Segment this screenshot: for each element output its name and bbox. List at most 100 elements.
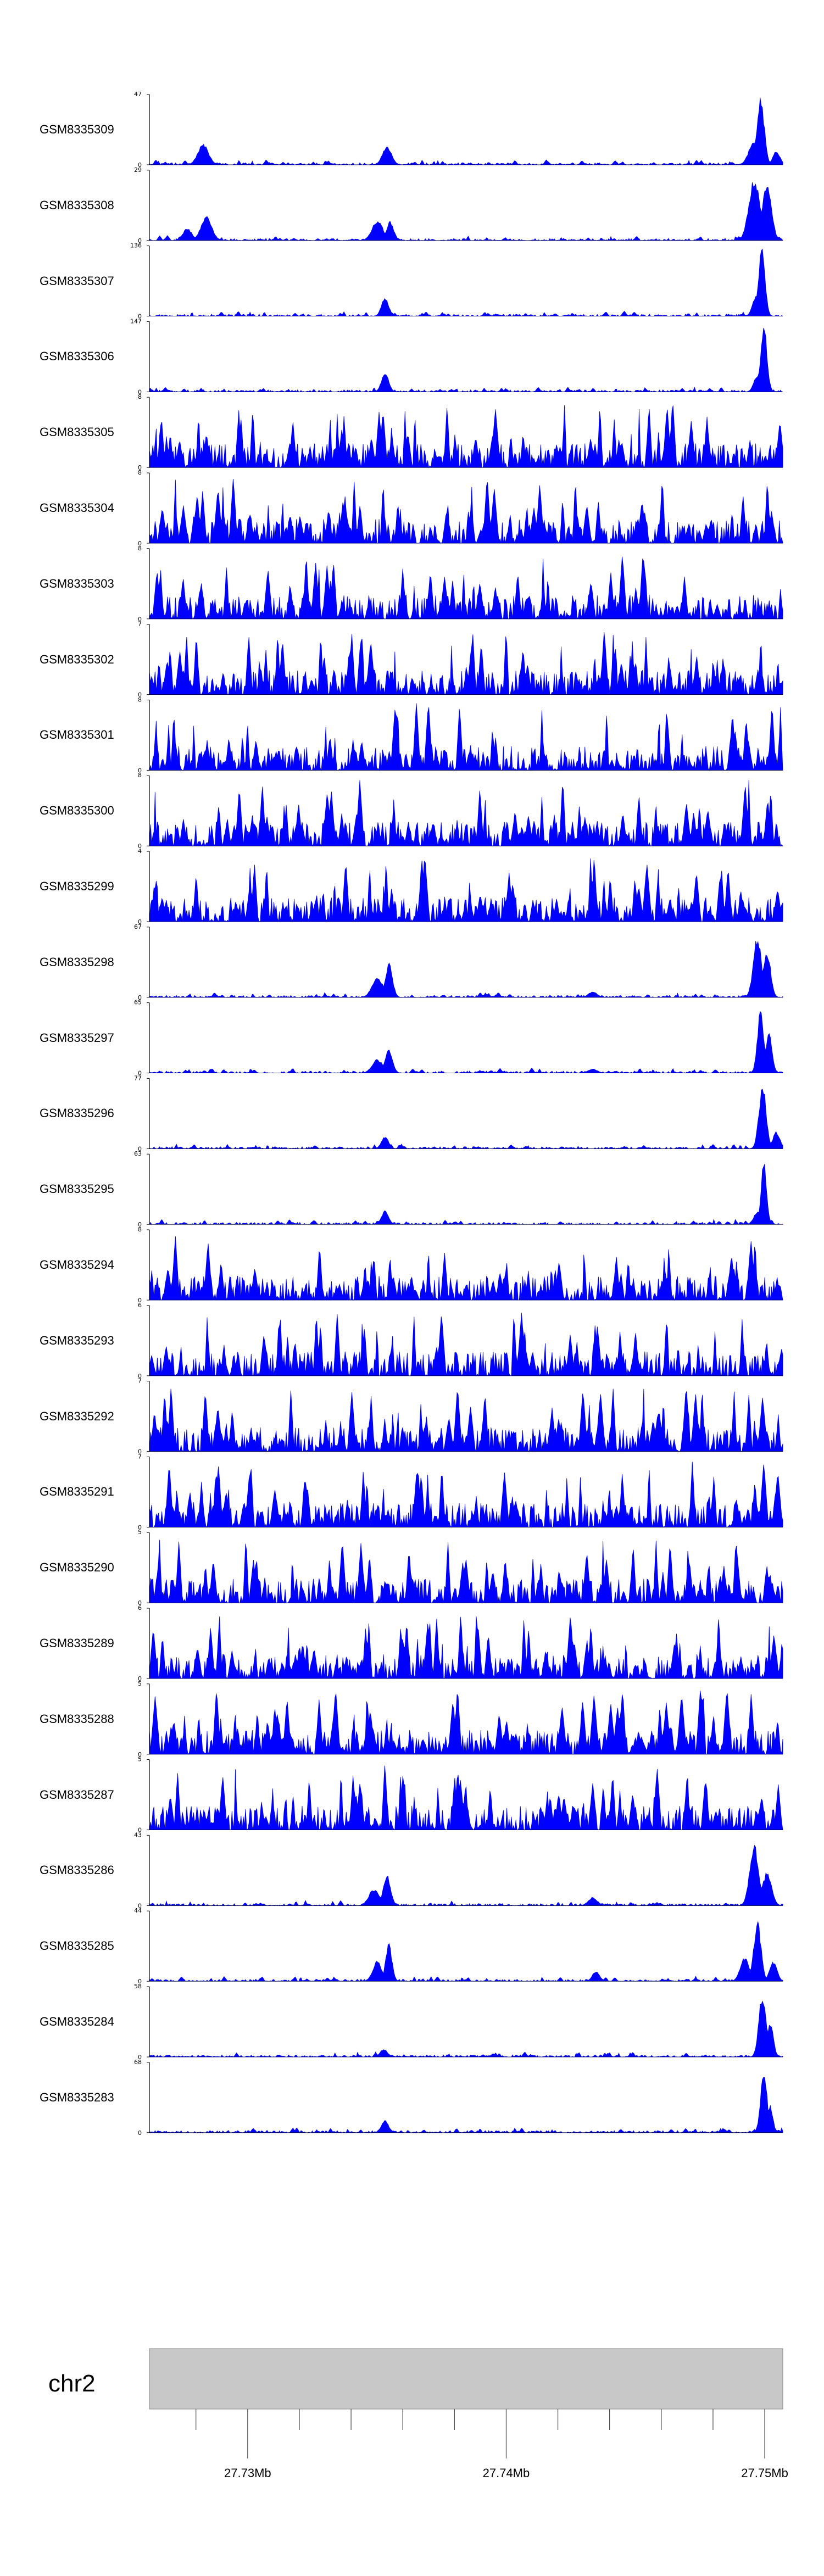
signal-area (149, 1616, 783, 1680)
track-GSM8335289: 60 (138, 1604, 783, 1682)
y-max-label: 43 (134, 1831, 142, 1838)
track-label: GSM8335294 (40, 1258, 114, 1272)
signal-area (149, 1089, 783, 1150)
y-min-label: 0 (138, 1902, 142, 1909)
signal-area (149, 1765, 783, 1831)
signal-area (149, 182, 783, 241)
track-GSM8335291: 70 (138, 1453, 783, 1531)
track-label: GSM8335289 (40, 1636, 114, 1650)
track-GSM8335285: 44 0 (134, 1907, 783, 1985)
y-min-label: 0 (138, 1599, 142, 1607)
track-GSM8335283: 68 0 (134, 2059, 783, 2137)
signal-area (149, 1921, 783, 1982)
signal-area (149, 703, 783, 771)
y-max-label: 7 (138, 1378, 142, 1385)
y-min-label: 0 (138, 1448, 142, 1456)
y-min-label: 0 (138, 843, 142, 850)
axis-tick-label: 27.74Mb (482, 2466, 530, 2480)
y-min-label: 0 (138, 540, 142, 547)
signal-area (149, 556, 783, 620)
y-max-label: 4 (138, 847, 142, 855)
track-label: GSM8335283 (40, 2090, 114, 2104)
track-label: GSM8335286 (40, 1863, 114, 1877)
y-min-label: 0 (138, 237, 142, 244)
y-min-label: 0 (138, 1751, 142, 1758)
signal-area (149, 1313, 783, 1377)
y-max-label: 65 (134, 999, 142, 1006)
y-max-label: 44 (134, 1907, 142, 1914)
signal-area (149, 478, 783, 544)
y-min-label: 0 (138, 2129, 142, 2137)
track-GSM8335309: 47 0 (134, 91, 783, 169)
signal-area (149, 1540, 783, 1604)
signal-area (149, 780, 783, 847)
track-label: GSM8335285 (40, 1939, 114, 1953)
y-min-label: 0 (138, 388, 142, 395)
y-max-label: 58 (134, 1983, 142, 1990)
y-min-label: 0 (138, 1978, 142, 1985)
genomic-axis (196, 2409, 765, 2458)
y-max-label: 8 (138, 696, 142, 703)
y-min-label: 0 (138, 1675, 142, 1682)
y-max-label: 29 (134, 166, 142, 174)
track-GSM8335302: 70 (138, 621, 783, 699)
track-GSM8335294: 80 (138, 1226, 783, 1304)
y-max-label: 68 (134, 2059, 142, 2066)
signal-area (149, 1164, 783, 1225)
y-max-label: 7 (138, 1453, 142, 1460)
y-min-label: 0 (138, 616, 142, 623)
y-max-label: 8 (138, 545, 142, 552)
track-label: GSM8335293 (40, 1333, 114, 1347)
signal-area (149, 1844, 783, 1906)
y-max-label: 47 (134, 91, 142, 98)
track-label: GSM8335308 (40, 198, 114, 212)
signal-area (149, 1011, 783, 1074)
track-label: GSM8335307 (40, 274, 114, 288)
y-max-label: 77 (134, 1074, 142, 1081)
track-GSM8335293: 60 (138, 1302, 783, 1380)
track-GSM8335296: 77 0 (134, 1074, 783, 1152)
track-label: GSM8335298 (40, 955, 114, 969)
track-GSM8335303: 80 (138, 545, 783, 623)
track-GSM8335305: 80 (138, 393, 783, 471)
track-label: GSM8335303 (40, 576, 114, 590)
y-max-label: 5 (138, 1529, 142, 1536)
track-GSM8335308: 29 0 (134, 166, 783, 244)
axis-tick-label: 27.75Mb (741, 2466, 788, 2480)
y-max-label: 6 (138, 1604, 142, 1612)
signal-area (149, 97, 783, 165)
track-GSM8335304: 80 (138, 469, 783, 547)
track-GSM8335292: 70 (138, 1378, 783, 1456)
y-min-label: 0 (138, 1827, 142, 1834)
track-label: GSM8335302 (40, 652, 114, 666)
signal-area (149, 248, 783, 317)
y-max-label: 5 (138, 1680, 142, 1687)
y-min-label: 0 (138, 918, 142, 925)
track-GSM8335290: 50 (138, 1529, 783, 1607)
y-min-label: 0 (138, 1373, 142, 1380)
track-label: GSM8335284 (40, 2015, 114, 2028)
track-label: GSM8335306 (40, 349, 114, 364)
y-max-label: 8 (138, 1226, 142, 1233)
y-min-label: 0 (138, 2054, 142, 2061)
track-GSM8335297: 65 0 (134, 999, 783, 1077)
y-max-label: 7 (138, 621, 142, 628)
axis-tick-label: 27.73Mb (224, 2466, 271, 2480)
y-min-label: 0 (138, 692, 142, 699)
track-GSM8335306: 147 0 (130, 317, 783, 395)
track-label: GSM8335297 (40, 1030, 114, 1045)
track-GSM8335301: 80 (138, 696, 783, 774)
track-GSM8335300: 80 (138, 772, 783, 850)
track-label: GSM8335288 (40, 1711, 114, 1726)
track-label: GSM8335287 (40, 1787, 114, 1802)
signal-area (149, 1389, 783, 1452)
y-max-label: 63 (134, 1150, 142, 1157)
y-max-label: 8 (138, 469, 142, 476)
track-GSM8335295: 63 0 (134, 1150, 783, 1228)
signal-area (149, 632, 783, 696)
y-max-label: 136 (130, 242, 142, 249)
y-min-label: 0 (138, 1145, 142, 1152)
track-label: GSM8335304 (40, 501, 114, 515)
y-max-label: 67 (134, 923, 142, 930)
